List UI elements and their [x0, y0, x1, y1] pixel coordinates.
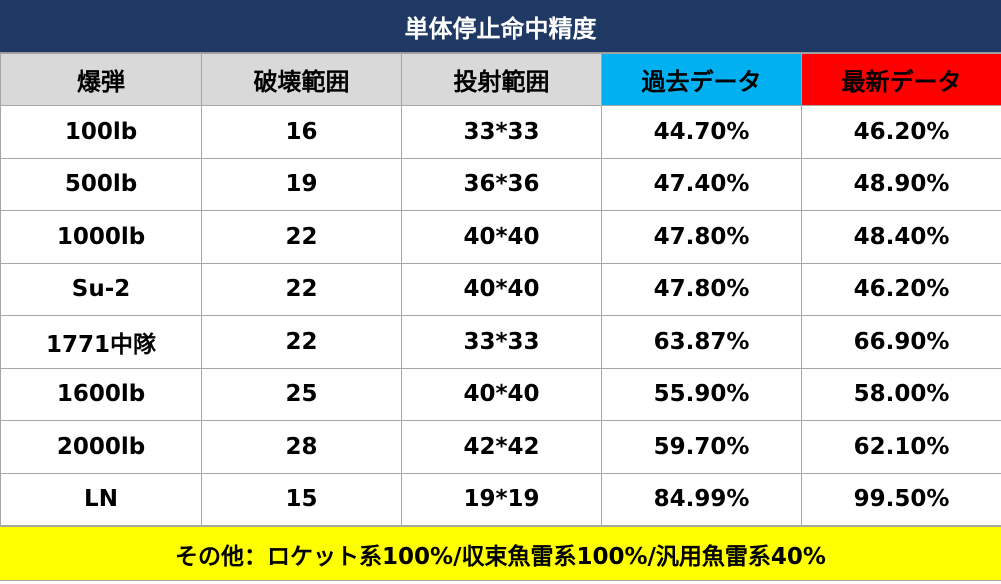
table-row: 2000lb 28 42*42 59.70% 62.10%	[0, 420, 1001, 474]
cell-past-data: 59.70%	[601, 420, 802, 474]
cell-past-data: 84.99%	[601, 472, 802, 526]
cell-latest-data: 46.20%	[801, 105, 1001, 159]
cell-latest-data: 99.50%	[801, 472, 1001, 526]
cell-bomb: 500lb	[0, 157, 202, 211]
cell-bomb: 100lb	[0, 105, 202, 159]
cell-bomb: LN	[0, 472, 202, 526]
cell-destruction-range: 22	[201, 210, 402, 264]
cell-bomb: 2000lb	[0, 420, 202, 474]
cell-destruction-range: 22	[201, 262, 402, 316]
header-row: 爆弾 破壊範囲 投射範囲 過去データ 最新データ	[0, 53, 1001, 106]
cell-bomb: 1771中隊	[0, 315, 202, 369]
cell-bomb: Su-2	[0, 262, 202, 316]
cell-past-data: 47.80%	[601, 210, 802, 264]
cell-projection-range: 42*42	[401, 420, 602, 474]
column-header-destruction-range: 破壊範囲	[201, 53, 402, 106]
cell-destruction-range: 15	[201, 472, 402, 526]
cell-latest-data: 66.90%	[801, 315, 1001, 369]
cell-latest-data: 62.10%	[801, 420, 1001, 474]
cell-past-data: 55.90%	[601, 367, 802, 421]
cell-projection-range: 33*33	[401, 105, 602, 159]
table-row: 100lb 16 33*33 44.70% 46.20%	[0, 105, 1001, 159]
cell-past-data: 63.87%	[601, 315, 802, 369]
table-row: 1771中隊 22 33*33 63.87% 66.90%	[0, 315, 1001, 369]
table-row: 1000lb 22 40*40 47.80% 48.40%	[0, 210, 1001, 264]
cell-latest-data: 46.20%	[801, 262, 1001, 316]
cell-latest-data: 58.00%	[801, 367, 1001, 421]
cell-projection-range: 33*33	[401, 315, 602, 369]
column-header-past-data: 過去データ	[601, 53, 802, 106]
table-row: LN 15 19*19 84.99% 99.50%	[0, 472, 1001, 526]
column-header-bomb: 爆弾	[0, 53, 202, 106]
table-row: 1600lb 25 40*40 55.90% 58.00%	[0, 367, 1001, 421]
sheet-title: 単体停止命中精度	[0, 0, 1001, 53]
cell-latest-data: 48.40%	[801, 210, 1001, 264]
cell-past-data: 47.40%	[601, 157, 802, 211]
cell-projection-range: 40*40	[401, 262, 602, 316]
cell-destruction-range: 28	[201, 420, 402, 474]
cell-projection-range: 40*40	[401, 210, 602, 264]
column-header-projection-range: 投射範囲	[401, 53, 602, 106]
footer-note: その他：ロケット系100%/収束魚雷系100%/汎用魚雷系40%	[0, 526, 1001, 581]
table-row: 500lb 19 36*36 47.40% 48.90%	[0, 157, 1001, 211]
cell-destruction-range: 22	[201, 315, 402, 369]
cell-bomb: 1600lb	[0, 367, 202, 421]
cell-projection-range: 19*19	[401, 472, 602, 526]
cell-past-data: 47.80%	[601, 262, 802, 316]
cell-destruction-range: 16	[201, 105, 402, 159]
cell-projection-range: 36*36	[401, 157, 602, 211]
table-row: Su-2 22 40*40 47.80% 46.20%	[0, 262, 1001, 316]
cell-projection-range: 40*40	[401, 367, 602, 421]
cell-bomb: 1000lb	[0, 210, 202, 264]
column-header-latest-data: 最新データ	[801, 53, 1001, 106]
accuracy-table: 爆弾 破壊範囲 投射範囲 過去データ 最新データ 100lb 16 33*33 …	[0, 53, 1001, 526]
cell-destruction-range: 25	[201, 367, 402, 421]
cell-destruction-range: 19	[201, 157, 402, 211]
cell-past-data: 44.70%	[601, 105, 802, 159]
cell-latest-data: 48.90%	[801, 157, 1001, 211]
